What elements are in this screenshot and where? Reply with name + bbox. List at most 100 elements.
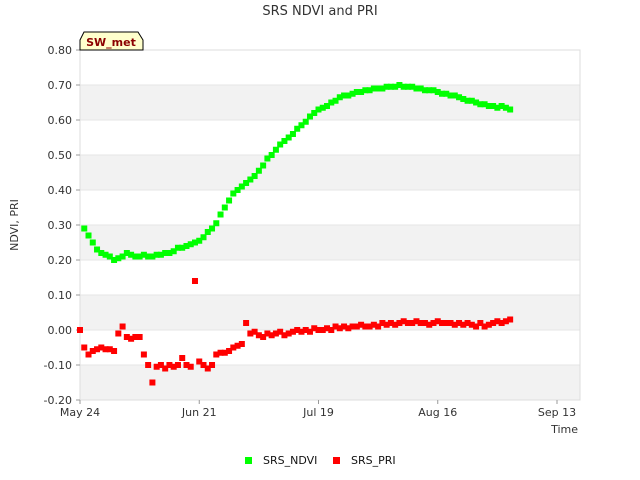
data-point	[294, 327, 301, 333]
data-point	[111, 257, 118, 263]
data-point	[353, 89, 360, 95]
data-point	[204, 365, 211, 372]
data-point	[306, 113, 313, 120]
data-point	[153, 251, 160, 258]
data-point	[123, 250, 130, 256]
data-point	[226, 348, 233, 354]
data-point	[464, 97, 471, 104]
data-point	[170, 248, 177, 255]
data-point	[481, 323, 488, 330]
data-point	[264, 155, 271, 162]
x-axis-label: Time	[550, 423, 578, 436]
legend-label: SRS_PRI	[351, 454, 396, 467]
data-point	[102, 251, 109, 258]
data-point	[209, 362, 216, 368]
data-point	[162, 250, 169, 256]
data-point	[426, 321, 433, 328]
data-point	[349, 90, 356, 97]
data-point	[94, 346, 101, 353]
data-point	[191, 239, 198, 246]
data-point	[136, 253, 143, 260]
plot-background	[80, 85, 580, 400]
data-point	[341, 323, 348, 330]
data-point	[230, 344, 237, 351]
data-point	[319, 104, 326, 111]
data-point	[336, 94, 343, 101]
data-point	[217, 211, 224, 218]
y-tick-label: 0.60	[48, 114, 73, 127]
data-point	[362, 323, 369, 330]
data-point	[94, 246, 101, 253]
data-point	[375, 85, 382, 92]
data-point	[358, 321, 365, 328]
data-point	[379, 320, 386, 326]
data-point	[281, 332, 288, 339]
data-point	[494, 318, 501, 325]
data-point	[132, 334, 139, 340]
data-point	[302, 327, 309, 333]
data-point	[123, 334, 130, 340]
data-point	[404, 320, 411, 326]
data-point	[507, 106, 514, 113]
data-point	[255, 332, 262, 339]
data-point	[409, 320, 416, 326]
data-point	[187, 241, 194, 248]
data-point	[98, 344, 105, 351]
y-tick-label: 0.50	[48, 149, 73, 162]
data-point	[332, 97, 339, 104]
data-point	[119, 253, 126, 260]
series-srs-ndvi	[81, 82, 514, 263]
data-point	[102, 346, 109, 353]
legend-item: SRS_PRI	[333, 454, 396, 467]
data-point	[277, 141, 284, 148]
data-point	[174, 362, 181, 368]
data-point	[196, 358, 203, 365]
data-point	[213, 351, 220, 358]
data-point	[400, 318, 407, 325]
data-point	[136, 334, 143, 340]
data-point	[311, 325, 318, 332]
data-point	[443, 90, 450, 97]
data-point	[456, 320, 463, 326]
data-point	[498, 320, 505, 326]
data-point	[366, 323, 373, 330]
data-point	[460, 321, 467, 328]
data-point	[289, 328, 296, 335]
data-point	[81, 344, 88, 351]
data-point	[226, 197, 233, 204]
data-point	[417, 320, 424, 326]
legend: SRS_NDVI SRS_PRI	[245, 454, 396, 467]
data-point	[502, 318, 509, 325]
data-point	[400, 83, 407, 90]
data-point	[481, 101, 488, 108]
data-point	[370, 321, 377, 328]
data-point	[217, 349, 224, 356]
x-tick-label: May 24	[60, 406, 100, 419]
data-point	[473, 99, 480, 106]
data-point	[221, 349, 228, 356]
data-point	[498, 103, 505, 109]
data-point	[328, 327, 335, 333]
data-point	[366, 87, 373, 94]
data-point	[306, 328, 313, 335]
data-point	[494, 104, 501, 111]
data-point	[294, 125, 301, 132]
data-point	[187, 363, 194, 370]
data-point	[451, 321, 458, 328]
data-point	[345, 92, 352, 99]
data-point	[277, 328, 284, 335]
legend-label: SRS_NDVI	[263, 454, 317, 467]
data-point	[170, 363, 177, 370]
data-point	[153, 363, 160, 370]
data-point	[421, 320, 428, 326]
data-point	[421, 87, 428, 94]
data-point	[162, 365, 169, 372]
data-point	[157, 362, 164, 368]
data-point	[260, 334, 267, 340]
data-point	[111, 348, 118, 354]
data-point	[260, 162, 267, 169]
x-tick-label: Jul 19	[302, 406, 334, 419]
data-point	[230, 190, 237, 197]
data-point	[85, 232, 92, 239]
data-point	[115, 330, 122, 337]
